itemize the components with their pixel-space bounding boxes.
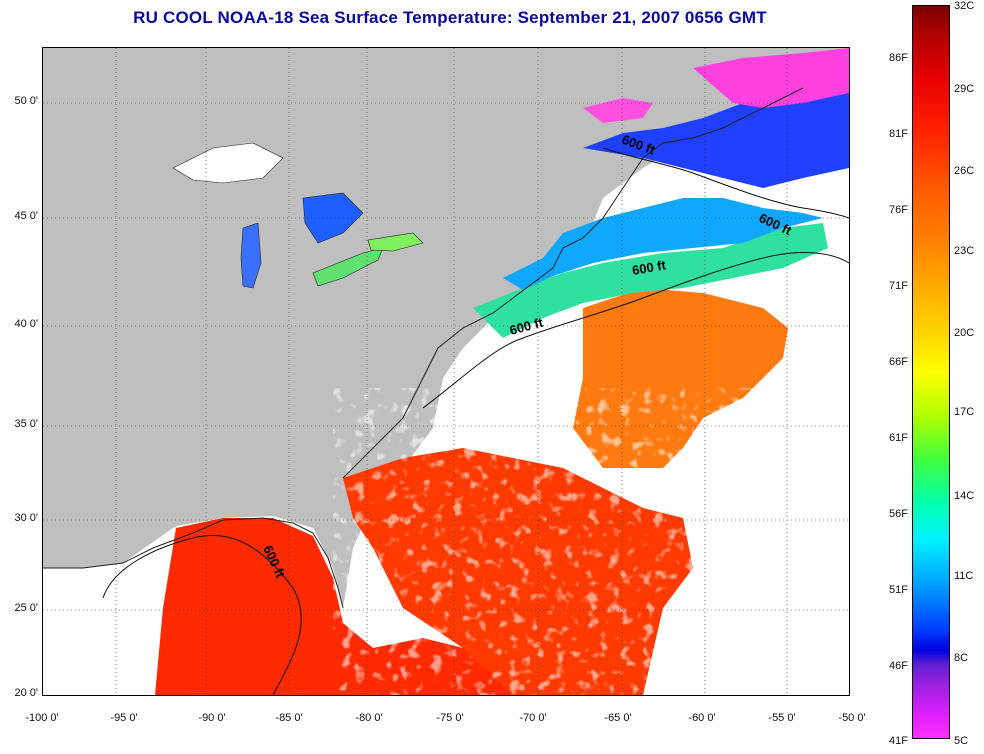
map-title: RU COOL NOAA-18 Sea Surface Temperature:… <box>133 8 767 27</box>
colorbar-c-14: 14C <box>954 490 975 502</box>
colorbar-f-41: 41F <box>889 735 908 747</box>
colorbar-f-61: 61F <box>889 432 908 444</box>
longitude-label-100: -100 0' <box>25 712 59 724</box>
sst-green-shelf <box>473 223 828 338</box>
colorbar-f-56: 56F <box>889 508 908 520</box>
colorbar-c-5: 5C <box>954 735 969 747</box>
colorbar-c-20: 20C <box>954 327 975 339</box>
gulf-coastline <box>43 517 344 609</box>
latitude-label-30: 30 0' <box>14 512 38 524</box>
bathymetry-contour-600ft-north <box>602 147 849 219</box>
sst-magenta-labrador <box>693 48 849 108</box>
colorbar-c-23: 23C <box>954 245 975 257</box>
latitude-label-45: 45 0' <box>14 210 38 222</box>
sst-map-canvas: 600 ft 600 ft 600 ft 600 ft 600 ft <box>43 48 849 695</box>
longitude-label-80: -80 0' <box>355 712 383 724</box>
lake-huron <box>302 192 364 244</box>
longitude-label-60: -60 0' <box>688 712 716 724</box>
latitude-label-20: 20 0' <box>14 687 38 699</box>
colorbar-c-26: 26C <box>954 165 975 177</box>
sst-magenta-st-lawrence <box>583 98 653 123</box>
sst-blue-gulf-of-maine <box>503 198 823 290</box>
latitude-label-35: 35 0' <box>14 418 38 430</box>
lake-erie <box>312 247 384 287</box>
longitude-label-70: -70 0' <box>519 712 547 724</box>
colorbar-c-11: 11C <box>954 570 974 582</box>
latitude-label-40: 40 0' <box>14 318 38 330</box>
colorbar-c-32: 32C <box>954 0 975 12</box>
longitude-label-65: -65 0' <box>604 712 632 724</box>
latitude-label-50: 50 0' <box>14 95 38 107</box>
colorbar-f-76: 76F <box>889 204 908 216</box>
sst-warm-gulf <box>155 518 633 695</box>
lake-michigan <box>240 222 262 289</box>
colorbar-c-17: 17C <box>954 406 975 418</box>
bathymetry-contour-600ft-east <box>422 252 849 409</box>
longitude-label-75: -75 0' <box>436 712 464 724</box>
temperature-colorbar <box>912 5 950 739</box>
longitude-label-95: -95 0' <box>110 712 138 724</box>
colorbar-f-81: 81F <box>889 128 908 140</box>
colorbar-c-8: 8C <box>954 652 969 664</box>
colorbar-f-51: 51F <box>889 584 908 596</box>
contour-label-nova-scotia: 600 ft <box>631 257 668 278</box>
longitude-label-55: -55 0' <box>768 712 796 724</box>
longitude-label-85: -85 0' <box>275 712 303 724</box>
latitude-label-25: 25 0' <box>14 602 38 614</box>
east-coastline <box>342 87 804 479</box>
colorbar-c-29: 29C <box>954 83 975 95</box>
sst-map: 600 ft 600 ft 600 ft 600 ft 600 ft <box>42 47 850 696</box>
lake-superior <box>172 142 284 184</box>
longitude-label-50: -50 0' <box>838 712 866 724</box>
colorbar-f-71: 71F <box>889 280 908 292</box>
lake-ontario <box>367 232 424 252</box>
cloud-speckle-overlay <box>333 388 833 695</box>
colorbar-f-46: 46F <box>889 660 908 672</box>
longitude-label-90: -90 0' <box>198 712 226 724</box>
bathymetry-contour-600ft <box>102 534 302 695</box>
colorbar-f-86: 86F <box>889 52 908 64</box>
colorbar-f-66: 66F <box>889 356 908 368</box>
